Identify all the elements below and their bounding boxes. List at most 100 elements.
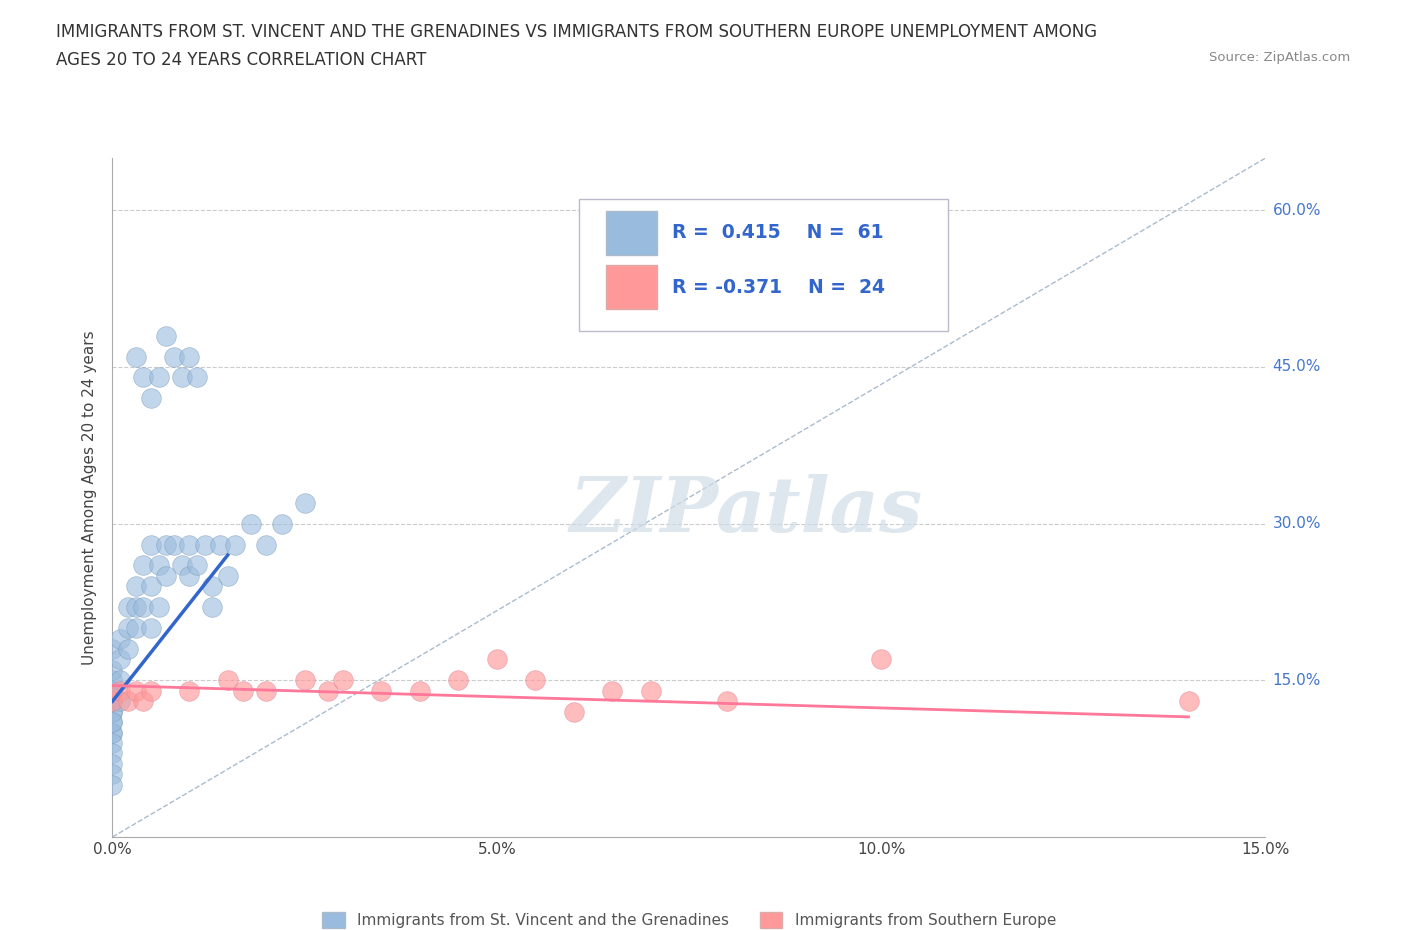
Point [155, 328, 177, 343]
Point [294, 673, 316, 688]
Point [179, 568, 201, 583]
Point [101, 767, 124, 782]
Point [239, 516, 262, 531]
Point [217, 568, 239, 583]
Point [101, 725, 124, 740]
Point [254, 684, 277, 698]
Point [139, 684, 162, 698]
Point [101, 673, 124, 688]
Point [485, 652, 508, 667]
Point [101, 704, 124, 719]
Point [108, 694, 131, 709]
Point [132, 600, 155, 615]
Point [117, 694, 139, 709]
Point [640, 684, 662, 698]
Text: 30.0%: 30.0% [1272, 516, 1320, 531]
Point [132, 370, 155, 385]
Point [101, 736, 124, 751]
Point [870, 652, 893, 667]
Point [101, 694, 124, 709]
Point [294, 496, 316, 511]
Point [101, 684, 124, 698]
Point [101, 777, 124, 792]
Point [600, 684, 623, 698]
Point [186, 370, 208, 385]
Point [155, 538, 177, 552]
Point [124, 620, 146, 635]
Point [101, 694, 124, 709]
Text: AGES 20 TO 24 YEARS CORRELATION CHART: AGES 20 TO 24 YEARS CORRELATION CHART [56, 51, 426, 69]
Point [232, 684, 254, 698]
Point [179, 684, 201, 698]
Point [201, 578, 224, 593]
Point [108, 673, 131, 688]
Point [148, 600, 170, 615]
Point [101, 756, 124, 771]
Point [1177, 694, 1199, 709]
Point [716, 694, 738, 709]
Point [209, 538, 232, 552]
FancyBboxPatch shape [606, 211, 657, 255]
Point [224, 538, 246, 552]
Point [124, 349, 146, 364]
Point [101, 662, 124, 677]
Point [108, 631, 131, 646]
Point [108, 652, 131, 667]
Text: 15.0%: 15.0% [1272, 672, 1320, 688]
Point [139, 620, 162, 635]
Point [117, 642, 139, 657]
Point [108, 684, 131, 698]
Point [316, 684, 339, 698]
Point [124, 684, 146, 698]
Point [132, 694, 155, 709]
Point [179, 538, 201, 552]
Point [117, 620, 139, 635]
Legend: Immigrants from St. Vincent and the Grenadines, Immigrants from Southern Europe: Immigrants from St. Vincent and the Gren… [316, 906, 1062, 930]
Point [101, 704, 124, 719]
Y-axis label: Unemployment Among Ages 20 to 24 years: Unemployment Among Ages 20 to 24 years [82, 330, 97, 665]
Point [163, 538, 186, 552]
Point [139, 391, 162, 405]
Point [254, 538, 277, 552]
Point [270, 516, 292, 531]
Point [524, 673, 547, 688]
Point [370, 684, 392, 698]
Text: 45.0%: 45.0% [1272, 360, 1320, 375]
Point [179, 349, 201, 364]
Point [155, 568, 177, 583]
Point [139, 578, 162, 593]
Point [101, 725, 124, 740]
Point [201, 600, 224, 615]
Point [101, 746, 124, 761]
Point [170, 370, 193, 385]
Point [101, 642, 124, 657]
Point [170, 558, 193, 573]
Point [124, 600, 146, 615]
Point [101, 714, 124, 729]
FancyBboxPatch shape [606, 265, 657, 309]
Text: R =  0.415    N =  61: R = 0.415 N = 61 [672, 223, 883, 243]
Point [409, 684, 432, 698]
Point [139, 538, 162, 552]
Point [562, 704, 585, 719]
Point [186, 558, 208, 573]
Point [447, 673, 470, 688]
FancyBboxPatch shape [579, 199, 948, 331]
Point [101, 684, 124, 698]
Text: ZIPatlas: ZIPatlas [569, 474, 924, 548]
Point [332, 673, 354, 688]
Point [124, 578, 146, 593]
Text: 60.0%: 60.0% [1272, 203, 1320, 218]
Point [101, 694, 124, 709]
Point [117, 600, 139, 615]
Text: R = -0.371    N =  24: R = -0.371 N = 24 [672, 277, 884, 297]
Point [132, 558, 155, 573]
Text: Source: ZipAtlas.com: Source: ZipAtlas.com [1209, 51, 1350, 64]
Point [148, 370, 170, 385]
Point [101, 714, 124, 729]
Text: IMMIGRANTS FROM ST. VINCENT AND THE GRENADINES VS IMMIGRANTS FROM SOUTHERN EUROP: IMMIGRANTS FROM ST. VINCENT AND THE GREN… [56, 23, 1097, 41]
Point [163, 349, 186, 364]
Point [194, 538, 217, 552]
Point [217, 673, 239, 688]
Point [148, 558, 170, 573]
